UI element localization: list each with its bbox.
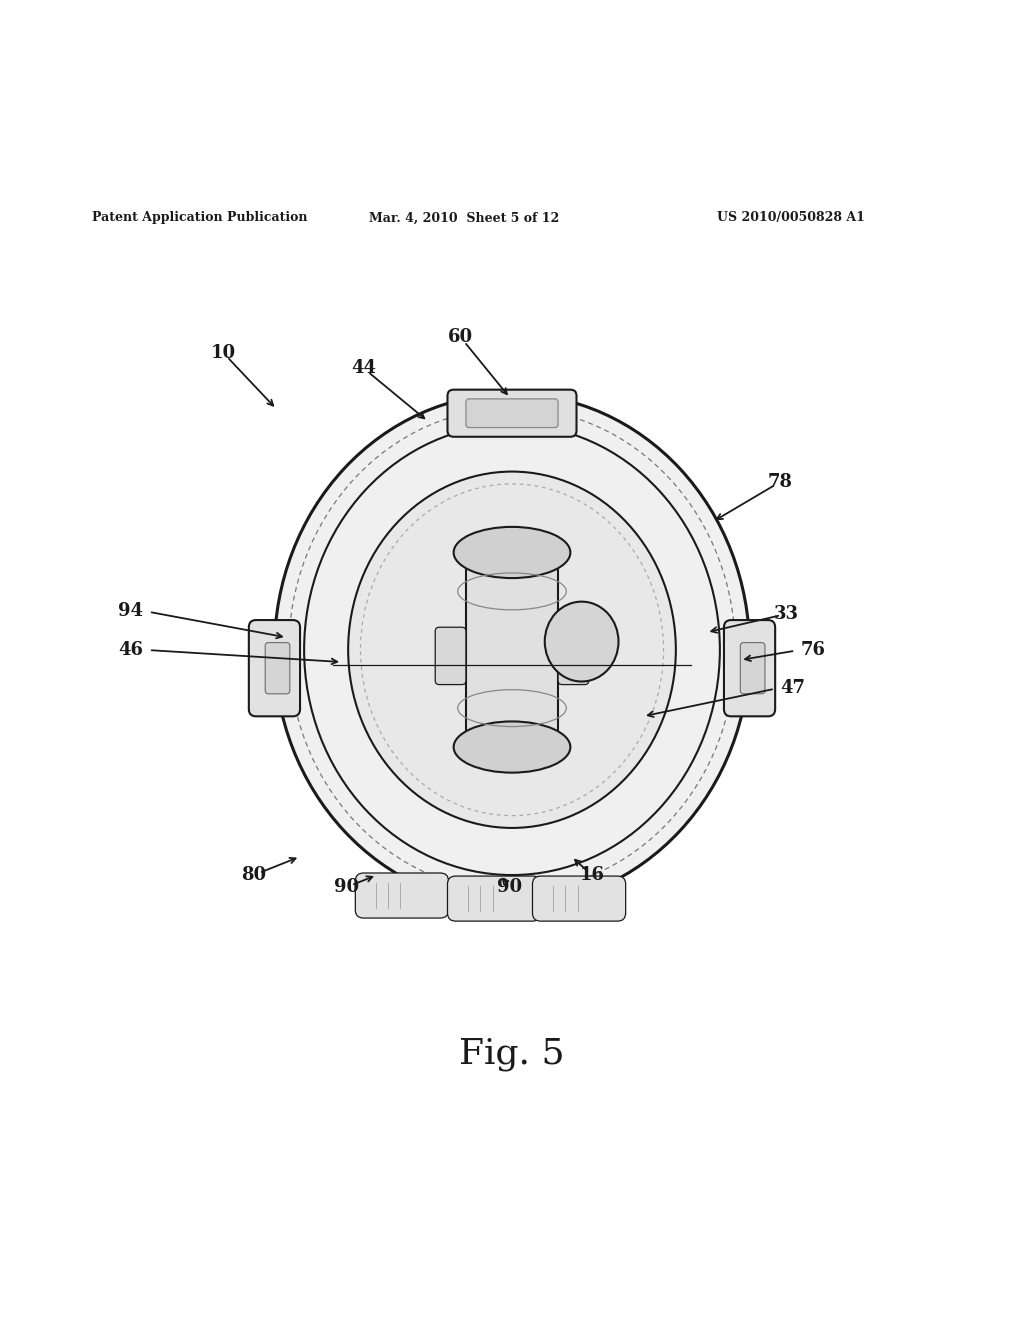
FancyBboxPatch shape	[265, 643, 290, 694]
Text: 10: 10	[211, 343, 236, 362]
Text: 46: 46	[119, 640, 143, 659]
Text: 90: 90	[334, 878, 358, 896]
Text: US 2010/0050828 A1: US 2010/0050828 A1	[717, 211, 864, 224]
Text: 78: 78	[768, 473, 793, 491]
Text: Mar. 4, 2010  Sheet 5 of 12: Mar. 4, 2010 Sheet 5 of 12	[369, 211, 559, 224]
Text: Fig. 5: Fig. 5	[459, 1038, 565, 1072]
Text: 16: 16	[580, 866, 604, 884]
FancyBboxPatch shape	[435, 627, 466, 685]
Ellipse shape	[274, 393, 750, 906]
Text: 90: 90	[498, 878, 522, 896]
FancyBboxPatch shape	[249, 620, 300, 717]
FancyBboxPatch shape	[466, 399, 558, 428]
FancyBboxPatch shape	[447, 876, 541, 921]
FancyBboxPatch shape	[740, 643, 765, 694]
Ellipse shape	[454, 527, 570, 578]
FancyBboxPatch shape	[447, 389, 577, 437]
Text: Patent Application Publication: Patent Application Publication	[92, 211, 307, 224]
Ellipse shape	[545, 602, 618, 681]
FancyBboxPatch shape	[724, 620, 775, 717]
FancyBboxPatch shape	[355, 873, 449, 917]
FancyBboxPatch shape	[558, 627, 589, 685]
Text: 44: 44	[351, 359, 376, 378]
Ellipse shape	[454, 722, 570, 772]
Text: 33: 33	[774, 605, 799, 623]
FancyBboxPatch shape	[532, 876, 626, 921]
Text: 47: 47	[780, 678, 805, 697]
Text: 76: 76	[801, 640, 825, 659]
Ellipse shape	[348, 471, 676, 828]
FancyBboxPatch shape	[466, 543, 558, 758]
Text: 80: 80	[242, 866, 266, 884]
Text: 60: 60	[449, 329, 473, 346]
Text: 94: 94	[119, 602, 143, 620]
